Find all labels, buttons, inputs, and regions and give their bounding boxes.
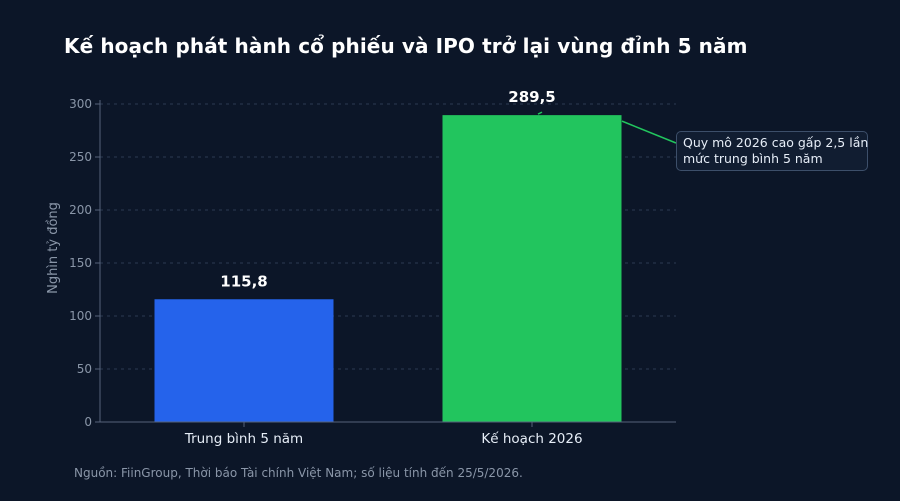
y-axis-ticks: 0 50 100 150 200 250 300 (69, 97, 100, 429)
annotation-line-2: mức trung bình 5 năm (683, 151, 823, 166)
y-tick-label: 50 (77, 362, 92, 376)
annotation-line-1: Quy mô 2026 cao gấp 2,5 lần (683, 135, 869, 150)
annotation-callout: Quy mô 2026 cao gấp 2,5 lần mức trung bì… (676, 131, 868, 171)
x-tick-label: Kế hoạch 2026 (481, 430, 582, 447)
bar (442, 115, 622, 422)
bars (154, 115, 622, 422)
y-axis-label: Nghìn tỷ đồng (46, 202, 61, 294)
bar (154, 299, 334, 422)
data-labels: 115,8 289,5 (220, 88, 555, 290)
y-tick-label: 250 (69, 150, 92, 164)
data-label: 289,5 (508, 88, 555, 106)
chart-title: Kế hoạch phát hành cổ phiếu và IPO trở l… (64, 34, 748, 58)
x-tick-label: Trung bình 5 năm (184, 431, 303, 447)
gridlines (100, 103, 676, 370)
x-axis-ticks: Trung bình 5 năm Kế hoạch 2026 (184, 422, 583, 447)
y-tick-label: 200 (69, 203, 92, 217)
data-label: 115,8 (220, 272, 267, 290)
y-tick-label: 150 (69, 256, 92, 270)
label-tick (537, 111, 543, 115)
y-tick-label: 300 (69, 97, 92, 111)
y-tick-label: 0 (84, 415, 92, 429)
annotation-connector (621, 120, 677, 144)
y-tick-label: 100 (69, 309, 92, 323)
source-note: Nguồn: FiinGroup, Thời báo Tài chính Việ… (74, 466, 523, 480)
